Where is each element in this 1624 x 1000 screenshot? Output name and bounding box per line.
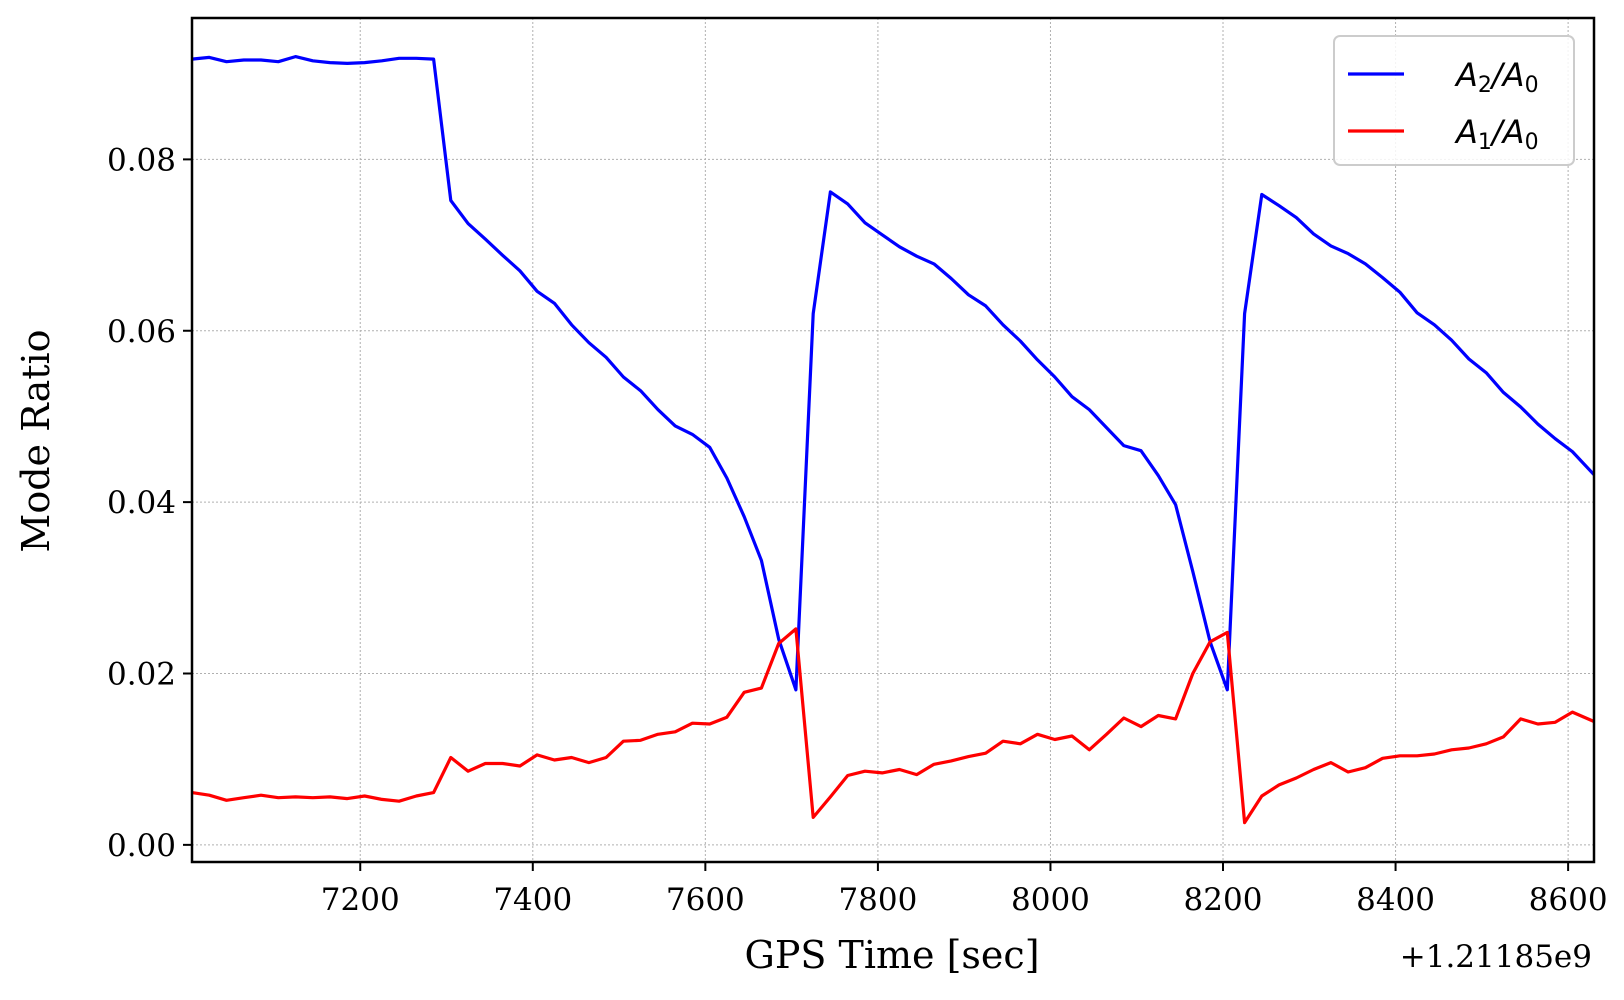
x-tick-label: 8200	[1184, 882, 1263, 918]
plot-frame	[190, 16, 1596, 864]
legend-label-2: A1/A0	[1454, 113, 1539, 155]
y-axis-ticks: 0.00 0.02 0.04 0.06 0.08	[107, 142, 192, 864]
x-tick-label: 7400	[493, 882, 572, 918]
series-line-2	[191, 627, 1595, 825]
series-line-1	[191, 55, 1596, 692]
y-tick-label: 0.08	[107, 142, 176, 178]
x-axis-label: GPS Time [sec]	[744, 933, 1039, 977]
plot-series	[191, 55, 1596, 825]
x-tick-label: 8000	[1011, 882, 1090, 918]
x-tick-label: 7800	[838, 882, 917, 918]
x-tick-label: 7200	[321, 882, 400, 918]
x-tick-label: 7600	[666, 882, 745, 918]
legend: A2/A0 A1/A0	[1333, 35, 1575, 166]
x-axis-offset-text: +1.21185e9	[1400, 939, 1592, 975]
y-tick-label: 0.00	[107, 828, 176, 864]
legend-label-1: A2/A0	[1454, 56, 1539, 98]
x-tick-label: 8600	[1529, 882, 1608, 918]
legend-box	[1333, 35, 1575, 166]
x-axis-ticks: 7200 7400 7600 7800 8000 8200 8400 8600	[321, 862, 1608, 918]
y-tick-label: 0.04	[107, 485, 176, 521]
y-axis-label: Mode Ratio	[14, 329, 58, 552]
y-tick-label: 0.02	[107, 656, 176, 692]
x-tick-label: 8400	[1356, 882, 1435, 918]
y-tick-label: 0.06	[107, 314, 176, 350]
